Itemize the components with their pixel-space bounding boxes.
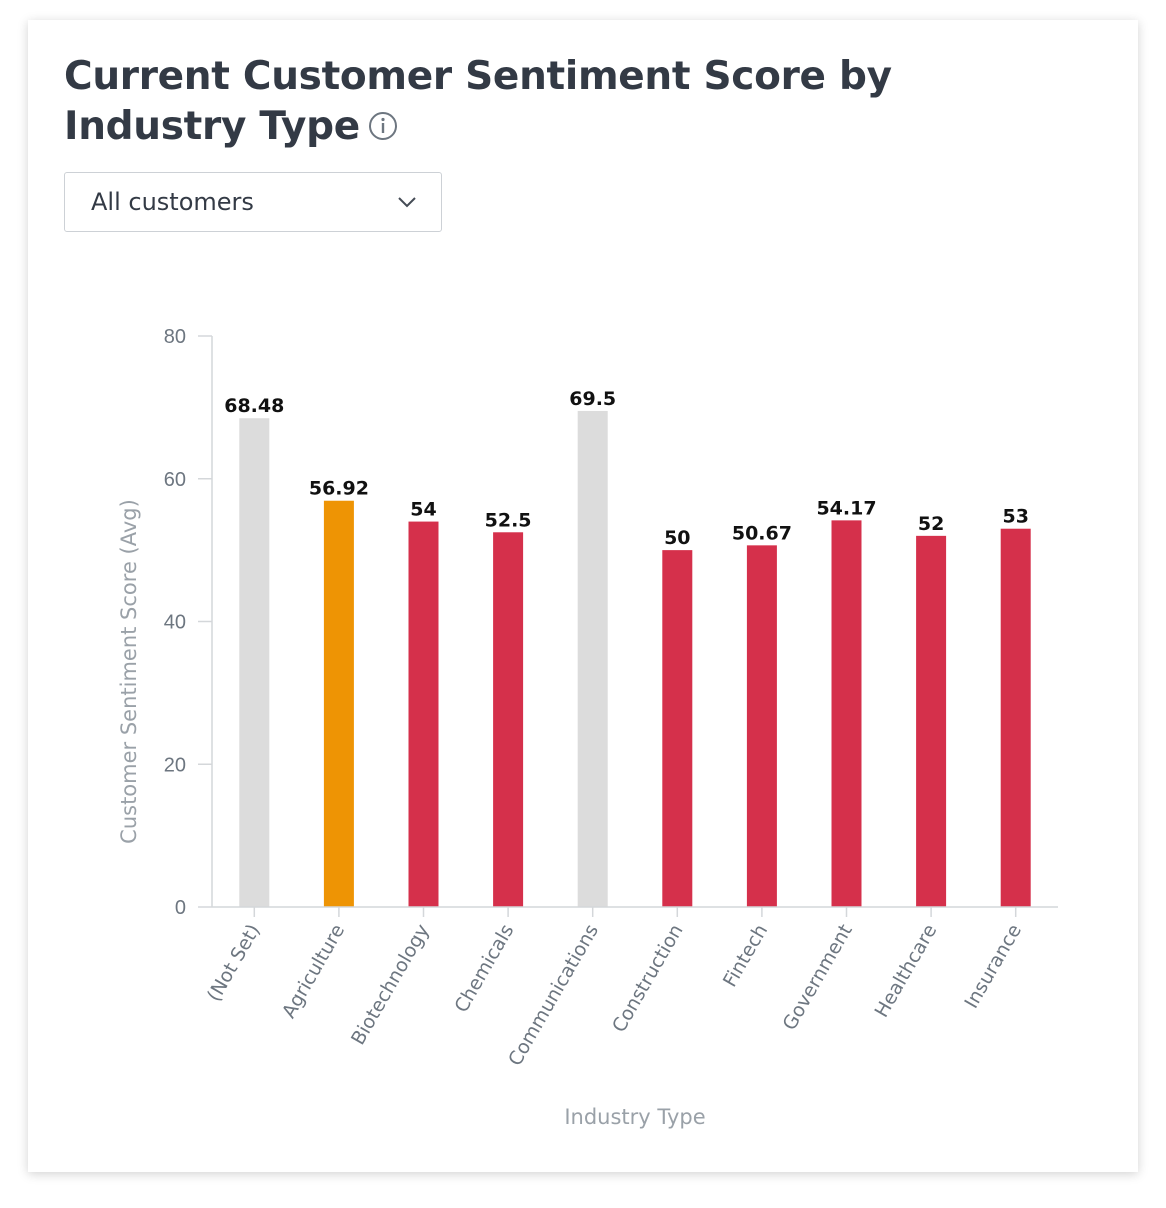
data-labels: 68.48 56.92 54 52.5 69.5 50 50.67 54.17 52 53	[224, 388, 1029, 549]
customer-filter-selected: All customers	[91, 188, 254, 216]
y-tick-label: 40	[164, 612, 186, 634]
bar[interactable]	[493, 532, 524, 907]
data-label: 53	[1002, 506, 1028, 528]
data-label: 54.17	[816, 497, 876, 519]
chart-title-text: Current Customer Sentiment Score by Indu…	[64, 54, 892, 149]
bar[interactable]	[662, 550, 693, 907]
bar[interactable]	[831, 520, 862, 907]
y-tick-label: 60	[164, 469, 186, 491]
x-tick-label: Insurance	[960, 920, 1026, 1012]
x-axis-title: Industry Type	[564, 1105, 705, 1129]
x-tick-label: Government	[779, 921, 857, 1035]
y-tick-label: 80	[164, 326, 186, 348]
bar[interactable]	[577, 410, 608, 907]
bar[interactable]	[239, 418, 270, 907]
data-label: 52.5	[485, 509, 532, 531]
data-label: 50	[664, 527, 690, 549]
x-tick-label: (Not Set)	[203, 921, 265, 1006]
bar[interactable]	[746, 545, 777, 907]
bar[interactable]	[916, 535, 947, 907]
x-tick-label: Agriculture	[278, 921, 349, 1022]
x-tick-label: Construction	[608, 921, 688, 1037]
data-label: 50.67	[732, 522, 792, 544]
bars	[239, 410, 1031, 907]
x-tick-label: Healthcare	[871, 921, 942, 1022]
bar[interactable]	[408, 521, 439, 907]
y-tick-label: 0	[175, 897, 186, 919]
data-label: 68.48	[224, 395, 284, 417]
bar[interactable]	[1000, 528, 1031, 907]
data-label: 69.5	[569, 388, 616, 410]
data-label: 52	[918, 513, 944, 535]
data-label: 54	[410, 499, 436, 521]
y-axis: 0 20 40 60 80	[164, 326, 213, 919]
x-tick-label: Biotechnology	[347, 921, 434, 1049]
chevron-down-icon	[398, 197, 416, 208]
data-label: 56.92	[309, 478, 369, 500]
x-tick-label: Fintech	[719, 921, 772, 991]
bar[interactable]	[323, 500, 354, 907]
x-tick-label: Communications	[504, 921, 603, 1070]
y-tick-label: 20	[164, 754, 186, 776]
y-axis-title: Customer Sentiment Score (Avg)	[117, 499, 141, 844]
chart-title: Current Customer Sentiment Score by Indu…	[64, 52, 924, 152]
info-icon[interactable]	[368, 111, 398, 141]
customer-filter-dropdown[interactable]: All customers	[64, 172, 442, 232]
x-tick-label: Chemicals	[450, 921, 518, 1017]
